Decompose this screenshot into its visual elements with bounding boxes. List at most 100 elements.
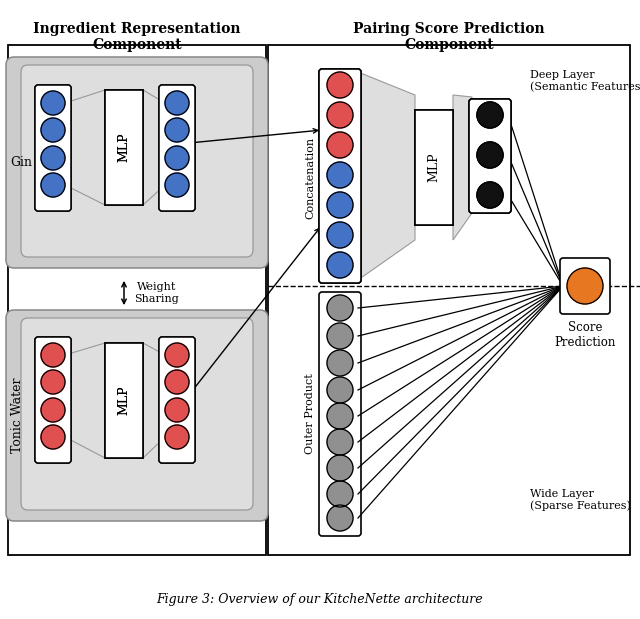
Circle shape — [165, 173, 189, 197]
Polygon shape — [358, 72, 415, 280]
Bar — [105, 90, 143, 205]
Circle shape — [165, 398, 189, 422]
FancyBboxPatch shape — [319, 69, 361, 283]
Circle shape — [41, 118, 65, 142]
Circle shape — [165, 118, 189, 142]
FancyBboxPatch shape — [6, 310, 268, 521]
Bar — [105, 90, 143, 205]
Circle shape — [327, 72, 353, 98]
FancyBboxPatch shape — [560, 258, 610, 314]
Circle shape — [327, 350, 353, 376]
Circle shape — [327, 192, 353, 218]
Circle shape — [327, 132, 353, 158]
Circle shape — [41, 343, 65, 367]
Circle shape — [477, 102, 503, 128]
Text: Ingredient Representation
Component: Ingredient Representation Component — [33, 22, 241, 52]
Circle shape — [165, 146, 189, 170]
Circle shape — [327, 403, 353, 429]
Circle shape — [41, 91, 65, 115]
Circle shape — [327, 252, 353, 278]
Circle shape — [165, 370, 189, 394]
Text: MLP: MLP — [428, 153, 440, 183]
Bar — [105, 343, 143, 458]
FancyBboxPatch shape — [469, 99, 511, 213]
Text: MLP: MLP — [118, 386, 131, 415]
Text: Pairing Score Prediction
Component: Pairing Score Prediction Component — [353, 22, 545, 52]
FancyBboxPatch shape — [159, 85, 195, 211]
Text: Score
Prediction: Score Prediction — [554, 321, 616, 349]
Text: Figure 3: Overview of our KitcheNette architecture: Figure 3: Overview of our KitcheNette ar… — [157, 594, 483, 607]
Circle shape — [41, 91, 65, 115]
Circle shape — [327, 162, 353, 188]
Circle shape — [165, 343, 189, 367]
Text: Outer Product: Outer Product — [305, 374, 315, 454]
Circle shape — [41, 370, 65, 394]
FancyBboxPatch shape — [35, 85, 71, 211]
Circle shape — [327, 72, 353, 98]
Circle shape — [327, 192, 353, 218]
Circle shape — [327, 455, 353, 481]
FancyBboxPatch shape — [35, 85, 71, 211]
Circle shape — [165, 425, 189, 449]
Circle shape — [327, 162, 353, 188]
Circle shape — [41, 146, 65, 170]
Text: Concatenation: Concatenation — [305, 137, 315, 219]
Polygon shape — [143, 90, 165, 205]
Circle shape — [327, 295, 353, 321]
FancyBboxPatch shape — [159, 85, 195, 211]
Polygon shape — [65, 343, 105, 458]
Circle shape — [41, 146, 65, 170]
Circle shape — [477, 102, 503, 128]
FancyBboxPatch shape — [21, 318, 253, 510]
Circle shape — [165, 343, 189, 367]
Circle shape — [477, 142, 503, 168]
Circle shape — [327, 505, 353, 531]
Circle shape — [165, 398, 189, 422]
Circle shape — [477, 142, 503, 168]
Text: MLP: MLP — [118, 132, 131, 162]
Text: Wide Layer
(Sparse Features): Wide Layer (Sparse Features) — [530, 489, 631, 511]
Circle shape — [41, 398, 65, 422]
Polygon shape — [143, 343, 165, 458]
Circle shape — [477, 182, 503, 208]
Text: Gin: Gin — [10, 155, 32, 168]
FancyBboxPatch shape — [35, 337, 71, 463]
FancyBboxPatch shape — [159, 337, 195, 463]
Bar — [8, 45, 266, 555]
Circle shape — [41, 173, 65, 197]
Bar — [268, 45, 630, 555]
Circle shape — [41, 370, 65, 394]
FancyBboxPatch shape — [159, 337, 195, 463]
Circle shape — [41, 425, 65, 449]
Circle shape — [567, 268, 603, 304]
Circle shape — [165, 91, 189, 115]
Circle shape — [327, 429, 353, 455]
Text: MLP: MLP — [428, 153, 440, 183]
Circle shape — [327, 323, 353, 349]
Circle shape — [327, 102, 353, 128]
FancyBboxPatch shape — [6, 57, 268, 268]
Circle shape — [41, 173, 65, 197]
Bar — [415, 110, 453, 225]
Circle shape — [327, 102, 353, 128]
Polygon shape — [453, 95, 472, 240]
Polygon shape — [65, 90, 105, 205]
Circle shape — [165, 173, 189, 197]
FancyBboxPatch shape — [21, 65, 253, 257]
Circle shape — [41, 118, 65, 142]
Text: Tonic Water: Tonic Water — [12, 377, 24, 452]
FancyBboxPatch shape — [35, 337, 71, 463]
FancyBboxPatch shape — [319, 292, 361, 536]
Circle shape — [327, 481, 353, 507]
Circle shape — [165, 425, 189, 449]
Text: MLP: MLP — [118, 132, 131, 162]
Circle shape — [327, 222, 353, 248]
Text: MLP: MLP — [118, 386, 131, 415]
Text: Deep Layer
(Semantic Features): Deep Layer (Semantic Features) — [530, 70, 640, 92]
FancyBboxPatch shape — [469, 99, 511, 213]
FancyBboxPatch shape — [319, 69, 361, 283]
Circle shape — [165, 370, 189, 394]
Circle shape — [327, 132, 353, 158]
Circle shape — [165, 91, 189, 115]
Circle shape — [41, 343, 65, 367]
